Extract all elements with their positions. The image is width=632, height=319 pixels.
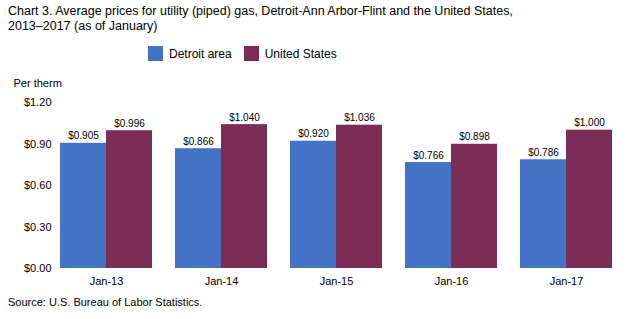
svg-text:$1.036: $1.036 [344, 112, 375, 123]
svg-text:$1.040: $1.040 [229, 112, 260, 123]
svg-text:$0.866: $0.866 [183, 136, 214, 147]
svg-text:Jan-14: Jan-14 [205, 275, 239, 287]
svg-text:$1.000: $1.000 [574, 117, 605, 128]
svg-text:Per therm: Per therm [14, 77, 62, 89]
svg-text:$0.766: $0.766 [413, 150, 444, 161]
svg-text:Jan-16: Jan-16 [435, 275, 469, 287]
html-text:2013–2017 (as of January): 2013–2017 (as of January) [8, 19, 158, 33]
html-text:Source: U.S. Bureau of Labor S: Source: U.S. Bureau of Labor Statistics. [8, 296, 203, 308]
svg-text:$0.786: $0.786 [528, 147, 559, 158]
svg-text:$1.20: $1.20 [24, 96, 52, 108]
html-text:Detroit area: Detroit area [169, 46, 232, 61]
svg-text:$0.996: $0.996 [114, 118, 145, 129]
svg-text:$0.60: $0.60 [24, 179, 52, 191]
svg-text:Jan-13: Jan-13 [90, 275, 124, 287]
svg-text:$0.905: $0.905 [68, 130, 99, 141]
svg-text:$0.90: $0.90 [24, 138, 52, 150]
svg-text:Jan-17: Jan-17 [550, 275, 584, 287]
svg-text:$0.00: $0.00 [24, 262, 52, 274]
svg-text:$0.920: $0.920 [298, 128, 329, 139]
html-text:Chart 3. Average prices for ut: Chart 3. Average prices for utility (pip… [8, 4, 513, 18]
svg-text:$0.898: $0.898 [459, 131, 490, 142]
svg-text:$0.30: $0.30 [24, 221, 52, 233]
svg-text:Jan-15: Jan-15 [320, 275, 354, 287]
html-text:United States: United States [264, 46, 337, 61]
